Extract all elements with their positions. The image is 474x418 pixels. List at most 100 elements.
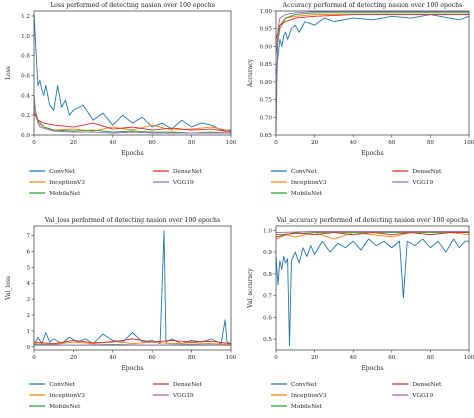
legend-label: DenseNet <box>412 169 442 175</box>
series-line-convnet <box>275 14 470 75</box>
x-tick-label: 60 <box>388 355 396 361</box>
y-tick-label: 0.5 <box>263 337 272 343</box>
legend-label: ConvNet <box>291 382 317 388</box>
legend-label: MobileNet <box>49 404 81 410</box>
y-axis-label: Val_accuracy <box>247 268 254 309</box>
series-line-convnet <box>33 230 232 346</box>
legend-label: ConvNet <box>49 169 75 175</box>
legend-item-vgg19: VGG19 <box>152 393 194 399</box>
y-axis-label: Accuracy <box>247 58 254 88</box>
legend-label: VGG19 <box>172 180 194 186</box>
y-tick-label: 2 <box>26 313 30 319</box>
legend-item-convnet: ConvNet <box>29 382 76 388</box>
x-tick-label: 100 <box>464 355 474 361</box>
legend-item-inceptionv3: InceptionV3 <box>29 180 85 186</box>
y-tick-label: 0.4 <box>21 93 30 99</box>
y-tick-label: 7 <box>26 234 30 240</box>
y-tick-label: 0.8 <box>21 54 30 60</box>
panel-loss: Loss performed of detecting nasion over … <box>5 2 237 197</box>
y-tick-label: 0.80 <box>260 80 273 86</box>
y-tick-label: 1 <box>26 329 30 335</box>
series-line-convnet <box>33 13 231 131</box>
legend-item-mobilenet: MobileNet <box>29 404 81 410</box>
y-tick-label: 0.90 <box>260 44 273 50</box>
legend-label: ConvNet <box>291 169 317 175</box>
y-tick-label: 0.6 <box>263 315 272 321</box>
x-tick-label: 40 <box>109 140 117 146</box>
y-tick-label: 0.75 <box>260 98 273 104</box>
x-tick-label: 60 <box>149 140 157 146</box>
y-axis-label: Val_loss <box>5 276 12 301</box>
legend-item-mobilenet: MobileNet <box>270 404 323 410</box>
legend-label: InceptionV3 <box>49 393 85 399</box>
legend-item-inceptionv3: InceptionV3 <box>29 393 85 399</box>
legend-label: DenseNet <box>173 382 203 388</box>
series-line-inceptionv3 <box>33 340 232 345</box>
legend-item-convnet: ConvNet <box>29 169 76 175</box>
legend-label: MobileNet <box>291 191 323 197</box>
series-line-mobilenet <box>275 12 469 54</box>
series-line-vgg19 <box>33 95 231 134</box>
legend-label: DenseNet <box>412 382 442 388</box>
y-tick-label: 0.7 <box>263 294 272 300</box>
y-axis-label: Loss <box>5 66 12 80</box>
plot-frame <box>33 10 232 136</box>
x-tick-label: 40 <box>350 140 358 146</box>
legend-label: DenseNet <box>173 169 203 175</box>
series-line-densenet <box>33 112 232 133</box>
series-line-densenet <box>275 232 469 238</box>
x-tick-label: 100 <box>226 355 237 361</box>
x-tick-label: 20 <box>311 355 319 361</box>
legend-item-vgg19: VGG19 <box>152 180 194 186</box>
x-axis-label: Epochs <box>121 365 143 372</box>
x-tick-label: 0 <box>32 355 36 361</box>
x-tick-label: 80 <box>188 355 196 361</box>
x-tick-label: 40 <box>350 355 358 361</box>
y-tick-label: 0.70 <box>260 115 273 121</box>
legend-label: VGG19 <box>411 393 433 399</box>
y-tick-label: 5 <box>26 265 30 271</box>
legend-item-inceptionv3: InceptionV3 <box>270 180 327 186</box>
legend-label: ConvNet <box>49 382 75 388</box>
y-tick-label: 0 <box>26 345 30 351</box>
legend-label: VGG19 <box>411 180 433 186</box>
x-tick-label: 20 <box>311 140 319 146</box>
x-tick-label: 20 <box>70 140 78 146</box>
panel-accuracy: Accuracy performed of detecting nasion o… <box>247 2 474 197</box>
plot-frame <box>275 10 470 136</box>
legend-item-mobilenet: MobileNet <box>270 191 323 197</box>
y-tick-label: 0.95 <box>260 27 273 33</box>
series-line-densenet <box>33 338 232 345</box>
legend-item-inceptionv3: InceptionV3 <box>270 393 327 399</box>
legend-item-vgg19: VGG19 <box>392 393 433 399</box>
legend-item-mobilenet: MobileNet <box>29 191 81 197</box>
x-tick-label: 60 <box>149 355 157 361</box>
chart-title: Loss performed of detecting nasion over … <box>50 2 215 9</box>
x-tick-label: 0 <box>274 140 278 146</box>
x-tick-label: 100 <box>464 140 474 146</box>
series-line-vgg19 <box>275 11 469 132</box>
series-line-vgg19 <box>275 230 469 233</box>
chart-title: Val_accuracy performed of detecting nasi… <box>276 217 469 224</box>
plot-frame <box>33 225 232 351</box>
legend-label: InceptionV3 <box>291 393 327 399</box>
legend-label: InceptionV3 <box>49 180 85 186</box>
x-tick-label: 20 <box>70 355 78 361</box>
x-tick-label: 40 <box>109 355 117 361</box>
x-axis-label: Epochs <box>121 150 143 157</box>
y-tick-label: 1.0 <box>21 34 30 40</box>
legend-label: InceptionV3 <box>291 180 327 186</box>
chart-title: Accuracy performed of detecting nasion o… <box>282 2 463 9</box>
x-tick-label: 0 <box>32 140 36 146</box>
x-tick-label: 80 <box>188 140 196 146</box>
y-tick-label: 4 <box>26 281 30 287</box>
panel-val-loss: Val_loss performed of detecting nasion o… <box>5 217 237 410</box>
panel-val-accuracy: Val_accuracy performed of detecting nasi… <box>247 217 474 410</box>
legend-item-convnet: ConvNet <box>270 169 317 175</box>
y-tick-label: 1.2 <box>21 14 30 20</box>
x-tick-label: 80 <box>427 355 435 361</box>
y-tick-label: 0.9 <box>263 250 272 256</box>
y-tick-label: 0.6 <box>21 73 30 79</box>
x-axis-label: Epochs <box>361 150 383 157</box>
